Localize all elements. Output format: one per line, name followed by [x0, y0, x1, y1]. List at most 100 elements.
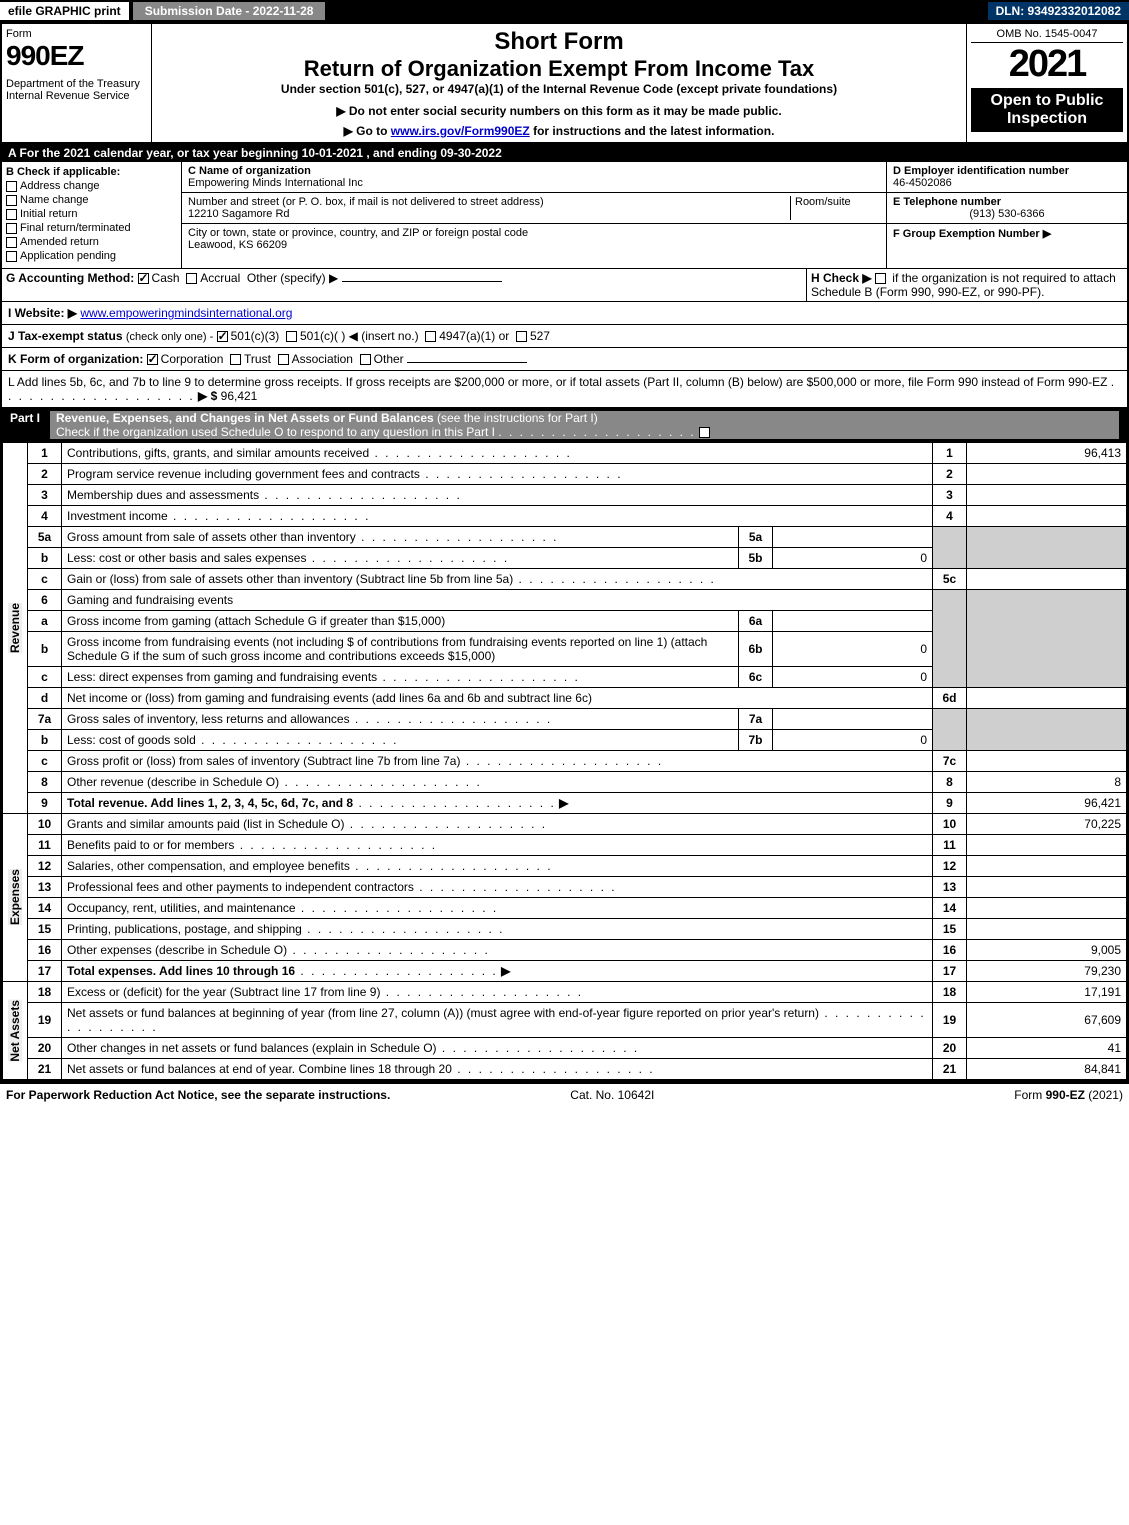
section-def: D Employer identification number 46-4502… — [887, 162, 1127, 268]
note2-post: for instructions and the latest informat… — [530, 124, 775, 138]
chk-pending[interactable]: Application pending — [6, 250, 177, 262]
org-name: Empowering Minds International Inc — [188, 177, 363, 189]
table-row: 7aGross sales of inventory, less returns… — [3, 709, 1127, 730]
table-row: Revenue 1Contributions, gifts, grants, a… — [3, 443, 1127, 464]
table-row: 8Other revenue (describe in Schedule O)8… — [3, 772, 1127, 793]
j-note: (check only one) - — [126, 331, 213, 343]
k-label: K Form of organization: — [8, 352, 143, 366]
note-ssn: ▶ Do not enter social security numbers o… — [156, 104, 962, 118]
table-row: 17Total expenses. Add lines 10 through 1… — [3, 961, 1127, 982]
row-l: L Add lines 5b, 6c, and 7b to line 9 to … — [2, 371, 1127, 408]
section-b: B Check if applicable: Address change Na… — [2, 162, 182, 268]
lines-table: Revenue 1Contributions, gifts, grants, a… — [2, 442, 1127, 1080]
chk-501c[interactable] — [286, 331, 297, 342]
f-label: F Group Exemption Number ▶ — [893, 228, 1051, 240]
section-c: C Name of organization Empowering Minds … — [182, 162, 887, 268]
i-label: I Website: ▶ — [8, 306, 77, 320]
chk-cash[interactable] — [138, 273, 149, 284]
form-number: 990EZ — [6, 40, 147, 72]
org-street: 12210 Sagamore Rd — [188, 208, 290, 220]
chk-h[interactable] — [875, 273, 886, 284]
table-row: 2Program service revenue including gover… — [3, 464, 1127, 485]
row-gh: G Accounting Method: Cash Accrual Other … — [2, 269, 1127, 302]
table-row: 15Printing, publications, postage, and s… — [3, 919, 1127, 940]
omb-number: OMB No. 1545-0047 — [971, 28, 1123, 43]
table-row: 6Gaming and fundraising events — [3, 590, 1127, 611]
table-row: Net Assets 18Excess or (deficit) for the… — [3, 982, 1127, 1003]
chk-assoc[interactable] — [278, 354, 289, 365]
dln-label: DLN: 93492332012082 — [988, 2, 1129, 20]
part1-header: Part I Revenue, Expenses, and Changes in… — [2, 408, 1127, 442]
chk-accrual[interactable] — [186, 273, 197, 284]
table-row: 9Total revenue. Add lines 1, 2, 3, 4, 5c… — [3, 793, 1127, 814]
footer-right: Form 990-EZ (2021) — [1014, 1088, 1123, 1102]
chk-501c3[interactable] — [217, 331, 228, 342]
table-row: cGain or (loss) from sale of assets othe… — [3, 569, 1127, 590]
table-row: 4Investment income4 — [3, 506, 1127, 527]
chk-trust[interactable] — [230, 354, 241, 365]
side-revenue: Revenue — [8, 603, 22, 653]
efile-label: efile GRAPHIC print — [0, 2, 129, 20]
form-subtitle: Under section 501(c), 527, or 4947(a)(1)… — [156, 82, 962, 96]
irs-link[interactable]: www.irs.gov/Form990EZ — [391, 124, 530, 138]
j-label: J Tax-exempt status — [8, 329, 123, 343]
chk-name[interactable]: Name change — [6, 194, 177, 206]
chk-other[interactable] — [360, 354, 371, 365]
row-i: I Website: ▶ www.empoweringmindsinternat… — [2, 302, 1127, 325]
e-label: E Telephone number — [893, 196, 1001, 208]
part1-desc: Revenue, Expenses, and Changes in Net As… — [50, 411, 1119, 439]
chk-initial[interactable]: Initial return — [6, 208, 177, 220]
note-link-row: ▶ Go to www.irs.gov/Form990EZ for instru… — [156, 124, 962, 138]
table-row: 12Salaries, other compensation, and empl… — [3, 856, 1127, 877]
chk-address[interactable]: Address change — [6, 180, 177, 192]
row-k: K Form of organization: Corporation Trus… — [2, 348, 1127, 371]
c-city-label: City or town, state or province, country… — [188, 227, 528, 239]
form-title: Return of Organization Exempt From Incom… — [156, 56, 962, 82]
form-container: Form 990EZ Department of the Treasury In… — [0, 22, 1129, 1082]
l-text: L Add lines 5b, 6c, and 7b to line 9 to … — [8, 375, 1107, 389]
header-mid: Short Form Return of Organization Exempt… — [152, 24, 967, 142]
chk-527[interactable] — [516, 331, 527, 342]
table-row: 21Net assets or fund balances at end of … — [3, 1059, 1127, 1080]
table-row: 11Benefits paid to or for members11 — [3, 835, 1127, 856]
table-row: 13Professional fees and other payments t… — [3, 877, 1127, 898]
table-row: 14Occupancy, rent, utilities, and mainte… — [3, 898, 1127, 919]
g-label: G Accounting Method: — [6, 271, 134, 285]
val-1: 96,413 — [967, 443, 1127, 464]
chk-corp[interactable] — [147, 354, 158, 365]
info-grid: B Check if applicable: Address change Na… — [2, 162, 1127, 269]
form-word: Form — [6, 28, 147, 40]
page-footer: For Paperwork Reduction Act Notice, see … — [0, 1082, 1129, 1106]
table-row: cGross profit or (loss) from sales of in… — [3, 751, 1127, 772]
side-expenses: Expenses — [8, 869, 22, 925]
form-header: Form 990EZ Department of the Treasury In… — [2, 24, 1127, 144]
c-name-label: C Name of organization — [188, 165, 311, 177]
ein: 46-4502086 — [893, 177, 952, 189]
l-arrow: ▶ $ — [198, 389, 217, 403]
table-row: 16Other expenses (describe in Schedule O… — [3, 940, 1127, 961]
table-row: 3Membership dues and assessments3 — [3, 485, 1127, 506]
note2-pre: ▶ Go to — [344, 124, 391, 138]
side-netassets: Net Assets — [8, 1000, 22, 1062]
submission-date: Submission Date - 2022-11-28 — [133, 2, 326, 20]
b-label: B Check if applicable: — [6, 166, 177, 178]
footer-mid: Cat. No. 10642I — [570, 1088, 654, 1102]
chk-final[interactable]: Final return/terminated — [6, 222, 177, 234]
footer-left: For Paperwork Reduction Act Notice, see … — [6, 1088, 390, 1102]
phone: (913) 530-6366 — [893, 208, 1121, 220]
chk-4947[interactable] — [425, 331, 436, 342]
header-right: OMB No. 1545-0047 2021 Open to Public In… — [967, 24, 1127, 142]
c-room-label: Room/suite — [795, 196, 851, 208]
c-street-label: Number and street (or P. O. box, if mail… — [188, 196, 544, 208]
d-label: D Employer identification number — [893, 165, 1069, 177]
l-val: 96,421 — [221, 389, 258, 403]
h-label: H Check ▶ — [811, 271, 872, 285]
header-left: Form 990EZ Department of the Treasury In… — [2, 24, 152, 142]
chk-amended[interactable]: Amended return — [6, 236, 177, 248]
website-link[interactable]: www.empoweringmindsinternational.org — [80, 306, 292, 320]
top-bar: efile GRAPHIC print Submission Date - 20… — [0, 0, 1129, 22]
table-row: 19Net assets or fund balances at beginni… — [3, 1003, 1127, 1038]
org-city: Leawood, KS 66209 — [188, 239, 287, 251]
table-row: 20Other changes in net assets or fund ba… — [3, 1038, 1127, 1059]
chk-part1-scho[interactable] — [699, 427, 710, 438]
